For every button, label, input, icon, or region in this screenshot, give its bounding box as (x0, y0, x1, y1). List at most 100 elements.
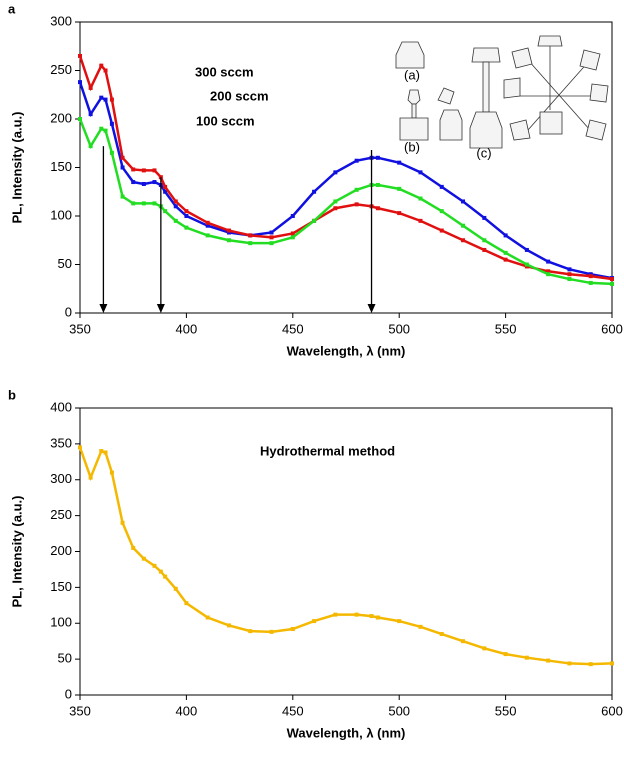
x-tick-label: 600 (601, 321, 623, 336)
data-point (418, 196, 423, 201)
data-point (588, 662, 593, 667)
data-point (610, 277, 614, 282)
x-tick-label: 400 (176, 703, 198, 718)
panel-label: b (8, 387, 16, 402)
data-point (158, 569, 163, 574)
data-point (131, 545, 136, 550)
data-point (152, 563, 157, 568)
x-tick-label: 350 (69, 703, 91, 718)
data-point (103, 128, 108, 133)
data-point (103, 97, 108, 102)
x-tick-label: 500 (388, 703, 410, 718)
inset-label: (b) (404, 139, 420, 154)
data-point (482, 247, 487, 252)
data-point (99, 63, 104, 68)
data-point (418, 218, 423, 223)
data-point (99, 126, 104, 131)
data-point (88, 85, 93, 90)
data-point (546, 658, 551, 663)
data-point (78, 445, 82, 450)
data-point (397, 211, 402, 216)
data-point (88, 112, 93, 117)
data-point (269, 241, 274, 246)
x-tick-label: 450 (282, 703, 304, 718)
data-point (567, 277, 572, 282)
data-point (152, 180, 157, 185)
data-point (333, 170, 338, 175)
y-tick-label: 200 (50, 543, 72, 558)
data-point (109, 97, 114, 102)
arrow-head (367, 304, 376, 313)
data-point (103, 450, 108, 455)
data-point (524, 262, 529, 267)
legend-label: 200 sccm (210, 88, 269, 103)
data-point (482, 646, 487, 651)
x-axis-title: Wavelength, λ (nm) (287, 343, 406, 358)
data-point (205, 220, 210, 225)
data-point (152, 201, 157, 206)
x-tick-label: 600 (601, 703, 623, 718)
data-point (163, 184, 168, 189)
data-point (369, 614, 374, 619)
data-point (482, 238, 487, 243)
data-point (461, 639, 466, 644)
y-tick-label: 100 (50, 207, 72, 222)
x-tick-label: 350 (69, 321, 91, 336)
data-point (439, 632, 444, 637)
data-point (163, 189, 168, 194)
data-point (546, 269, 551, 274)
data-point (205, 615, 210, 620)
data-point (120, 155, 125, 160)
inset-label: (a) (404, 67, 420, 82)
y-tick-label: 250 (50, 62, 72, 77)
data-point (141, 168, 146, 173)
legend-label: 100 sccm (196, 113, 255, 128)
data-point (109, 470, 114, 475)
panel-label: a (8, 1, 16, 16)
data-point (312, 218, 317, 223)
data-point (375, 182, 380, 187)
data-point (109, 121, 114, 126)
y-tick-label: 0 (65, 686, 72, 701)
data-point (103, 68, 108, 73)
data-point (524, 247, 529, 252)
data-point (375, 615, 380, 620)
data-point (503, 233, 508, 238)
inset (393, 28, 609, 158)
data-point (248, 233, 253, 238)
data-point (78, 117, 82, 121)
data-point (173, 204, 178, 209)
data-point (354, 202, 359, 207)
arrow-head (99, 304, 108, 313)
data-point (173, 586, 178, 591)
series-line (78, 81, 613, 280)
data-point (418, 170, 423, 175)
data-point (109, 150, 114, 155)
arrow-head (156, 304, 165, 313)
data-point (461, 238, 466, 243)
data-point (567, 661, 572, 666)
data-point (184, 214, 189, 218)
data-point (141, 201, 146, 206)
y-axis-title: PL, Intensity (a.u.) (9, 496, 24, 608)
y-tick-label: 350 (50, 435, 72, 450)
data-point (461, 199, 466, 204)
data-point (354, 158, 359, 163)
y-tick-label: 400 (50, 399, 72, 414)
data-point (439, 184, 444, 189)
series-line (78, 55, 613, 281)
data-point (152, 168, 157, 173)
legend-label: Hydrothermal method (260, 443, 395, 458)
data-point (375, 206, 380, 211)
data-point (184, 225, 189, 230)
data-point (312, 189, 317, 194)
inset-label: (c) (476, 145, 491, 160)
data-point (290, 626, 295, 631)
data-point (78, 53, 82, 58)
data-point (333, 199, 338, 204)
x-tick-label: 550 (495, 321, 517, 336)
data-point (120, 165, 125, 170)
data-point (248, 629, 253, 634)
data-point (503, 257, 508, 262)
data-point (120, 520, 125, 525)
